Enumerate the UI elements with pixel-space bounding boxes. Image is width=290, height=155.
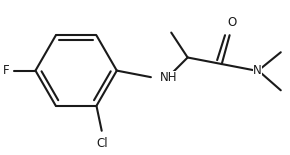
Text: N: N	[253, 64, 262, 77]
Text: O: O	[228, 16, 237, 29]
Text: NH: NH	[160, 71, 177, 84]
Text: Cl: Cl	[96, 137, 108, 150]
Text: F: F	[3, 64, 9, 77]
